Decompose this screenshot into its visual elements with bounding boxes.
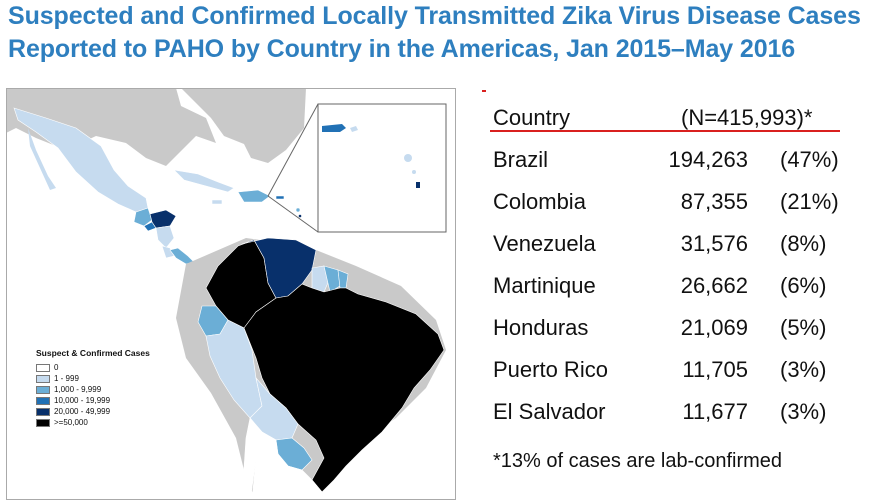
inset-connector-top xyxy=(267,103,319,197)
table-row: Martinique 26,662 (6%) xyxy=(490,259,870,301)
americas-map xyxy=(6,88,456,500)
row-cases: 11,705 xyxy=(682,357,748,382)
row-cases: 194,263 xyxy=(668,147,748,172)
region-argentina xyxy=(251,431,313,500)
row-percent: (5%) xyxy=(780,315,827,340)
row-country: Venezuela xyxy=(493,231,596,256)
row-country: Honduras xyxy=(493,315,589,340)
row-country: Colombia xyxy=(493,189,586,214)
legend-items: 0 1 - 999 1,000 - 9,999 10,000 - 19,999 20,0… xyxy=(36,362,150,428)
legend-swatch xyxy=(36,407,50,416)
header-underline xyxy=(490,130,840,132)
region-guadeloupe xyxy=(295,207,301,213)
region-nicaragua xyxy=(155,225,175,249)
legend-item: 10,000 - 19,999 xyxy=(36,395,150,406)
legend-swatch xyxy=(36,374,50,383)
legend-label: 1 - 999 xyxy=(54,374,79,383)
row-percent: (47%) xyxy=(780,147,839,172)
table-row: Colombia 87,355 (21%) xyxy=(490,175,870,217)
row-country: Brazil xyxy=(493,147,549,172)
region-martinique xyxy=(298,214,302,218)
table-row: Brazil 194,263 (47%) xyxy=(490,133,870,175)
row-percent: (3%) xyxy=(780,357,827,382)
inset-puerto-rico xyxy=(322,124,346,132)
legend-swatch xyxy=(36,385,50,394)
legend-label: 20,000 - 49,999 xyxy=(54,407,111,416)
region-cuba xyxy=(173,169,235,193)
legend-item: 1 - 999 xyxy=(36,373,150,384)
legend-item: 0 xyxy=(36,362,150,373)
inset-connector-bottom xyxy=(267,195,319,233)
row-percent: (3%) xyxy=(780,399,827,424)
row-cases: 26,662 xyxy=(680,273,748,298)
table-row: El Salvador 11,677 (3%) xyxy=(490,385,870,427)
legend-item: 20,000 - 49,999 xyxy=(36,406,150,417)
region-uruguay xyxy=(305,479,323,500)
row-cases: 87,355 xyxy=(680,189,748,214)
red-mark xyxy=(482,90,486,92)
legend-label: 1,000 - 9,999 xyxy=(54,385,102,394)
region-costa-rica xyxy=(161,245,175,259)
slide-title: Suspected and Confirmed Locally Transmit… xyxy=(8,0,888,66)
table-header: Country (N=415,993)* xyxy=(482,90,870,133)
row-country: Puerto Rico xyxy=(493,357,608,382)
region-guatemala xyxy=(133,207,153,227)
table-row: Honduras 21,069 (5%) xyxy=(490,301,870,343)
region-baja-california xyxy=(28,128,56,190)
region-puerto-rico xyxy=(275,195,285,200)
inset-guadeloupe xyxy=(404,154,412,162)
inset-virgin-islands xyxy=(350,126,358,132)
header-country: Country xyxy=(493,105,571,130)
title-line-1: Suspected and Confirmed Locally Transmit… xyxy=(8,2,861,30)
legend-swatch xyxy=(36,363,50,372)
inset-dominica xyxy=(412,170,416,174)
row-country: Martinique xyxy=(493,273,596,298)
legend-swatch xyxy=(36,418,50,427)
inset-map-frame xyxy=(317,103,447,233)
map-legend: Suspect & Confirmed Cases 0 1 - 999 1,000 … xyxy=(36,348,150,428)
row-percent: (8%) xyxy=(780,231,827,256)
legend-item: 1,000 - 9,999 xyxy=(36,384,150,395)
row-country: El Salvador xyxy=(493,399,606,424)
legend-item: >=50,000 xyxy=(36,417,150,428)
table-row: Venezuela 31,576 (8%) xyxy=(490,217,870,259)
eastern-us-land xyxy=(181,88,306,163)
region-hispaniola xyxy=(237,189,271,203)
region-jamaica xyxy=(211,199,223,205)
legend-label: >=50,000 xyxy=(54,418,88,427)
row-percent: (6%) xyxy=(780,273,827,298)
row-cases: 31,576 xyxy=(680,231,748,256)
footnote: *13% of cases are lab-confirmed xyxy=(493,450,783,472)
legend-title: Suspect & Confirmed Cases xyxy=(36,348,150,358)
title-line-2: Reported to PAHO by Country in the Ameri… xyxy=(8,35,796,63)
inset-martinique xyxy=(416,182,420,188)
legend-label: 10,000 - 19,999 xyxy=(54,396,111,405)
row-cases: 21,069 xyxy=(680,315,748,340)
legend-swatch xyxy=(36,396,50,405)
header-total: (N=415,993)* xyxy=(681,105,813,130)
table-row: Puerto Rico 11,705 (3%) xyxy=(490,343,870,385)
row-cases: 11,677 xyxy=(682,399,748,424)
row-percent: (21%) xyxy=(780,189,839,214)
country-table: Country (N=415,993)* Brazil 194,263 (47%… xyxy=(482,90,870,427)
legend-label: 0 xyxy=(54,363,59,372)
